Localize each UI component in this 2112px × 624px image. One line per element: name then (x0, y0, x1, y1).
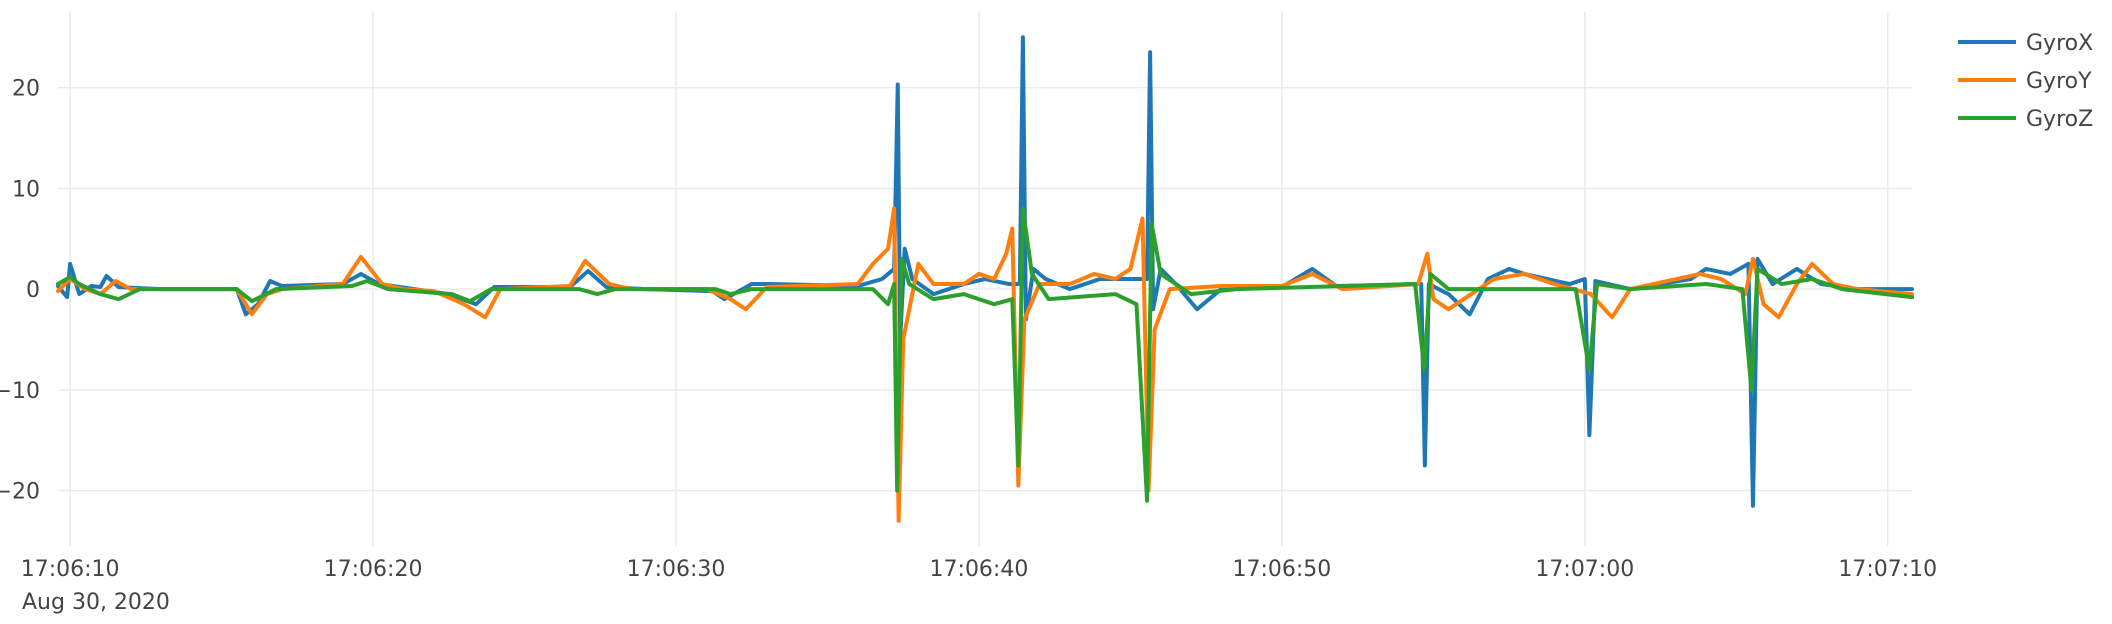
y-tick-label: 0 (26, 278, 40, 303)
y-tick-label: −10 (0, 379, 40, 404)
legend-item-gyroz[interactable]: GyroZ (1958, 107, 2093, 132)
series-line-gyrox (56, 35, 1914, 508)
legend-item-gyroy[interactable]: GyroY (1958, 69, 2092, 94)
legend-label: GyroZ (2026, 107, 2093, 132)
series-line-gyroz (56, 206, 1914, 503)
x-tick-label: 17:06:30 (627, 557, 726, 582)
x-tick-label: 17:07:00 (1535, 557, 1634, 582)
x-tick-label: 17:06:20 (324, 557, 423, 582)
series-line-gyroy (56, 206, 1914, 523)
x-tick-label: 17:06:50 (1232, 557, 1331, 582)
y-tick-label: −20 (0, 480, 40, 505)
series-lines (56, 35, 1914, 523)
x-tick-label: 17:07:10 (1838, 557, 1937, 582)
legend-label: GyroX (2026, 31, 2093, 56)
legend[interactable]: GyroX GyroY GyroZ (1958, 31, 2093, 132)
y-axis-ticks: 20 10 0 −10 −20 (0, 77, 40, 505)
x-tick-label: 17:06:40 (930, 557, 1029, 582)
axes: 17:06:10 17:06:20 17:06:30 17:06:40 17:06:50… (0, 77, 1937, 615)
x-axis-date-label: Aug 30, 2020 (22, 590, 170, 615)
y-tick-label: 20 (12, 77, 40, 102)
y-tick-label: 10 (12, 177, 40, 202)
legend-item-gyrox[interactable]: GyroX (1958, 31, 2093, 56)
x-tick-label: 17:06:10 (21, 557, 120, 582)
legend-label: GyroY (2026, 69, 2092, 94)
x-axis-ticks: 17:06:10 17:06:20 17:06:30 17:06:40 17:06:50… (21, 557, 1937, 582)
